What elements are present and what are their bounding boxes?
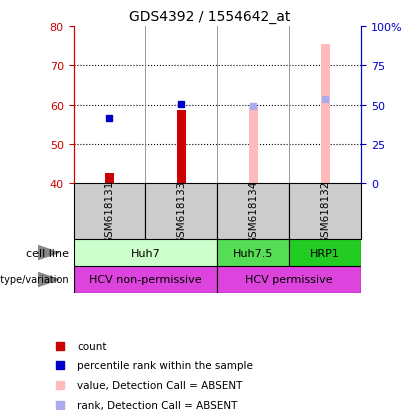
Text: value, Detection Call = ABSENT: value, Detection Call = ABSENT (77, 380, 243, 390)
FancyBboxPatch shape (74, 240, 218, 266)
Text: GSM618133: GSM618133 (176, 180, 186, 243)
FancyBboxPatch shape (74, 184, 145, 240)
FancyBboxPatch shape (218, 184, 289, 240)
Text: cell line: cell line (26, 248, 69, 258)
Text: rank, Detection Call = ABSENT: rank, Detection Call = ABSENT (77, 400, 238, 410)
FancyBboxPatch shape (74, 266, 218, 293)
Text: GSM618132: GSM618132 (320, 180, 330, 243)
FancyBboxPatch shape (289, 240, 361, 266)
Polygon shape (38, 273, 59, 287)
FancyBboxPatch shape (145, 184, 218, 240)
Text: Huh7: Huh7 (131, 248, 160, 258)
Text: percentile rank within the sample: percentile rank within the sample (77, 361, 253, 370)
Bar (321, 45, 330, 184)
FancyBboxPatch shape (218, 266, 361, 293)
Polygon shape (38, 246, 59, 260)
Text: GDS4392 / 1554642_at: GDS4392 / 1554642_at (129, 10, 291, 24)
FancyBboxPatch shape (289, 184, 361, 240)
FancyBboxPatch shape (218, 240, 289, 266)
Text: HCV non-permissive: HCV non-permissive (89, 275, 202, 285)
Text: count: count (77, 341, 107, 351)
Text: HRP1: HRP1 (310, 248, 340, 258)
Text: GSM618134: GSM618134 (248, 180, 258, 243)
Bar (249, 107, 257, 184)
Bar (177, 111, 186, 184)
Text: GSM618131: GSM618131 (105, 180, 115, 243)
Text: Huh7.5: Huh7.5 (233, 248, 273, 258)
Bar (105, 174, 114, 184)
Text: HCV permissive: HCV permissive (245, 275, 333, 285)
Text: genotype/variation: genotype/variation (0, 275, 69, 285)
